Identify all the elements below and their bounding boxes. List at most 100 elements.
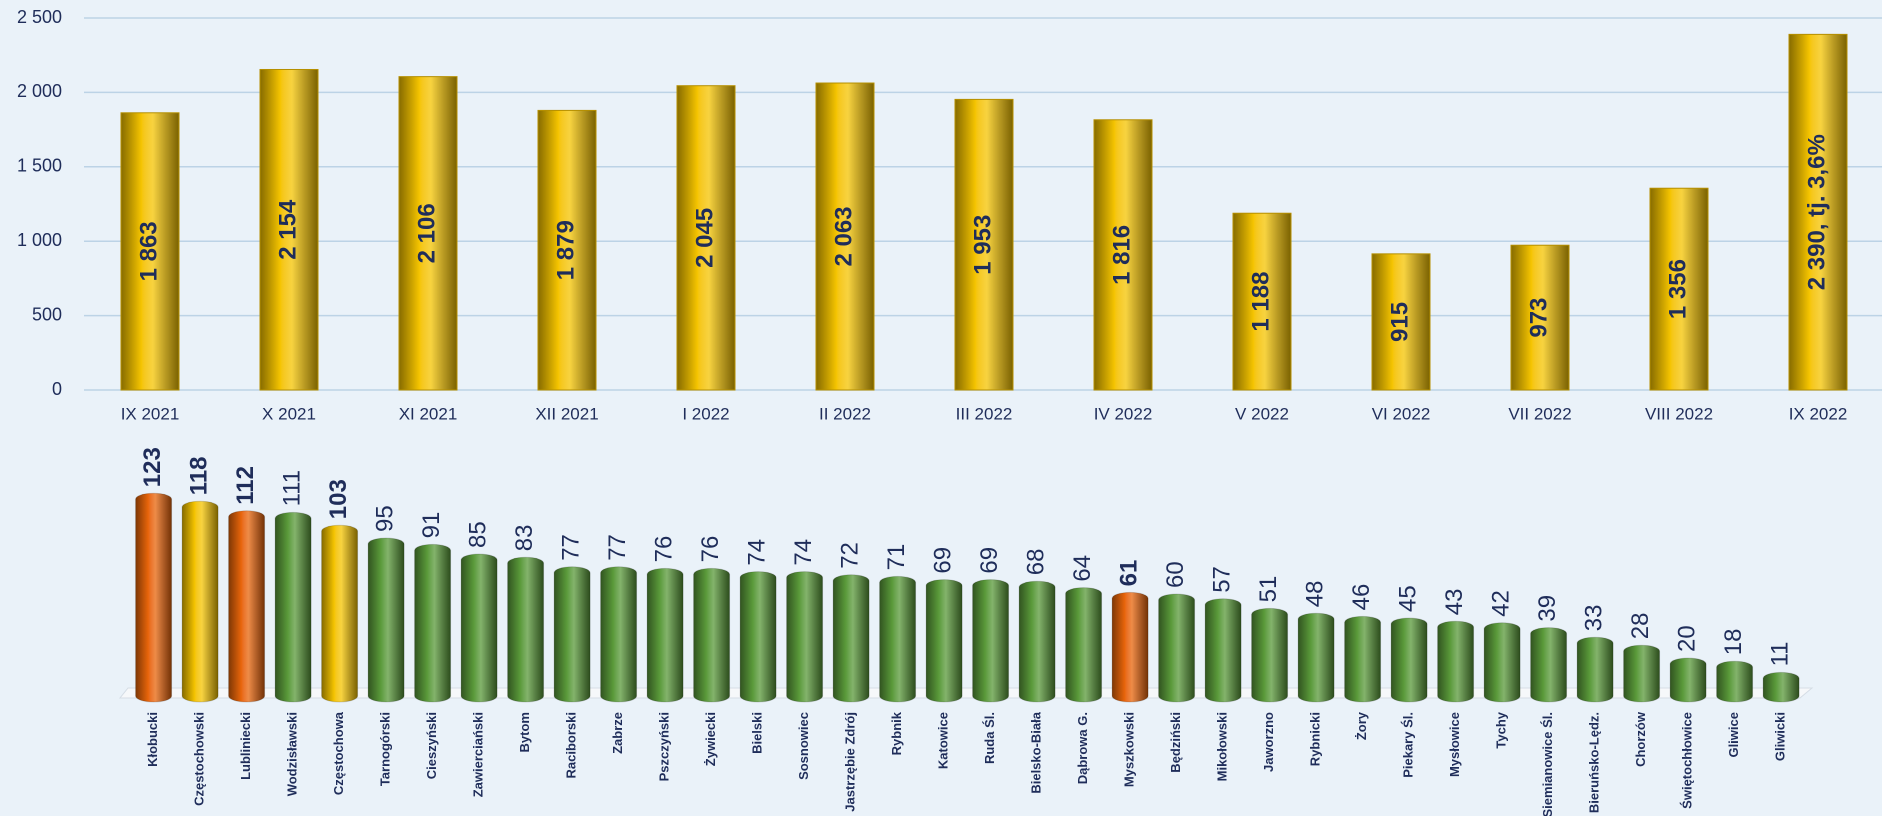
x-tick-label: Myszkowski: [1122, 712, 1137, 787]
value-label: 1 863: [135, 221, 162, 281]
value-label: 11: [1766, 641, 1793, 666]
value-label: 61: [1115, 560, 1142, 587]
value-label: 77: [557, 534, 584, 561]
value-label: 28: [1627, 612, 1654, 639]
x-tick-label: Bielsko-Biała: [1029, 711, 1044, 793]
value-label: 20: [1673, 625, 1700, 652]
cylinder-bar: [740, 572, 776, 702]
cylinder-bar: [1019, 581, 1055, 702]
x-tick-label: Chorzów: [1633, 711, 1648, 767]
x-tick-label: Wodzisławski: [285, 712, 300, 796]
value-label: 2 106: [413, 203, 440, 263]
x-tick-label: Tychy: [1494, 711, 1509, 748]
value-label: 95: [371, 505, 398, 532]
value-label: 71: [883, 544, 910, 571]
x-tick-label: Jastrzębie Zdrój: [843, 712, 858, 812]
value-label: 1 953: [969, 215, 996, 275]
cylinder-bar: [1484, 623, 1520, 702]
x-tick-label: IX 2021: [121, 404, 180, 423]
chart: 05001 0001 5002 0002 5001 863IX 20212 15…: [0, 0, 1882, 816]
cylinder-bar: [1391, 618, 1427, 702]
value-label: 85: [464, 521, 491, 548]
x-tick-label: Jaworzno: [1261, 712, 1276, 772]
value-label: 1 816: [1108, 225, 1135, 285]
cylinder-bar: [229, 511, 265, 702]
x-tick-label: Pszczyński: [657, 712, 672, 781]
value-label: 42: [1487, 590, 1514, 617]
value-label: 39: [1534, 595, 1561, 622]
x-tick-label: Świętochłowice: [1680, 712, 1695, 809]
cylinder-bar: [1717, 661, 1753, 702]
cylinder-bar: [1205, 599, 1241, 702]
cylinder-bar: [508, 557, 544, 702]
cylinder-bar: [1345, 616, 1381, 702]
cylinder-bar: [787, 572, 823, 702]
x-tick-label: Bielski: [750, 712, 765, 754]
y-tick-label: 1 500: [17, 156, 62, 176]
x-tick-label: Siemianowice Śl.: [1540, 712, 1555, 816]
x-tick-label: Ruda Śl.: [982, 712, 997, 764]
value-label: 46: [1348, 584, 1375, 611]
x-tick-label: XII 2021: [535, 404, 598, 423]
value-label: 111: [278, 470, 305, 506]
x-tick-label: Piekary Śl.: [1401, 712, 1416, 778]
cylinder-bar: [926, 580, 962, 702]
x-tick-label: VII 2022: [1508, 404, 1571, 423]
y-tick-label: 2 500: [17, 7, 62, 27]
value-label: 2 045: [691, 208, 718, 268]
x-tick-label: X 2021: [262, 404, 316, 423]
value-label: 69: [929, 547, 956, 574]
x-tick-label: Zawierciański: [471, 712, 486, 797]
cylinder-bar: [1624, 645, 1660, 702]
cylinder-bar: [601, 567, 637, 702]
x-tick-label: Bieruńsko-Lędz.: [1587, 712, 1602, 813]
value-label: 72: [836, 542, 863, 569]
value-label: 112: [232, 466, 259, 505]
x-tick-label: Mysłowice: [1447, 712, 1462, 777]
x-tick-label: V 2022: [1235, 404, 1289, 423]
value-label: 1 188: [1247, 272, 1274, 332]
x-tick-label: XI 2021: [399, 404, 458, 423]
x-tick-label: Dąbrowa G.: [1075, 712, 1090, 784]
x-tick-label: Bytom: [517, 712, 532, 752]
cylinder-bar: [368, 538, 404, 702]
x-tick-label: Żory: [1354, 711, 1369, 740]
x-tick-label: Rybnik: [889, 711, 904, 755]
value-label: 43: [1441, 588, 1468, 615]
x-tick-label: Częstochowski: [192, 712, 207, 806]
cylinder-bar: [136, 493, 172, 702]
value-label: 1 356: [1664, 259, 1691, 319]
x-tick-label: Częstochowa: [331, 711, 346, 795]
cylinder-bar: [1531, 628, 1567, 702]
cylinder-bar: [1159, 594, 1195, 702]
x-tick-label: IX 2022: [1789, 404, 1848, 423]
cylinder-bar: [415, 544, 451, 702]
x-tick-label: III 2022: [956, 404, 1013, 423]
value-label: 48: [1301, 580, 1328, 607]
cylinder-bar: [1438, 621, 1474, 702]
value-label: 118: [185, 456, 212, 495]
value-label: 18: [1720, 628, 1747, 655]
x-tick-label: Raciborski: [564, 712, 579, 778]
value-label: 68: [1022, 548, 1049, 575]
value-label: 76: [650, 536, 677, 563]
value-label: 2 154: [274, 199, 301, 260]
value-label: 69: [976, 547, 1003, 574]
value-label: 973: [1525, 298, 1552, 338]
x-tick-label: Katowice: [936, 712, 951, 769]
value-label: 57: [1208, 566, 1235, 593]
value-label: 33: [1580, 604, 1607, 631]
cylinder-bar: [880, 576, 916, 702]
value-label: 91: [418, 512, 445, 539]
value-label: 74: [743, 539, 770, 566]
x-tick-label: VIII 2022: [1645, 404, 1713, 423]
y-tick-label: 500: [32, 304, 62, 324]
value-label: 123: [139, 447, 166, 487]
value-label: 915: [1386, 302, 1413, 342]
cylinder-bar: [1252, 608, 1288, 702]
cylinder-bar: [973, 580, 1009, 702]
value-label: 103: [325, 479, 352, 519]
value-label: 2 063: [830, 206, 857, 266]
cylinder-bar: [322, 525, 358, 702]
y-tick-label: 0: [52, 379, 62, 399]
